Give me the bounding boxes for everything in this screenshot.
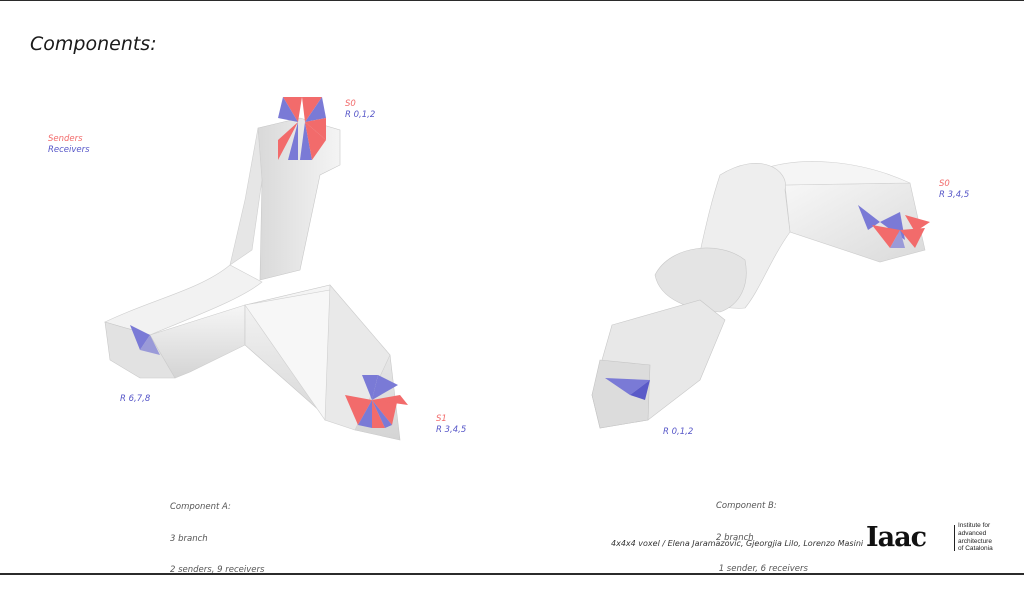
- component-b-right-labels: S0 R 3,4,5: [939, 179, 969, 201]
- component-a-top-receivers: R 0,1,2: [345, 110, 376, 120]
- component-b-left-labels: R 0,1,2: [663, 427, 693, 438]
- component-a-left-connector: [130, 325, 160, 355]
- component-a-top-connector: [278, 97, 326, 160]
- component-a-top-sender: S0: [345, 99, 356, 109]
- top-border: [0, 0, 1024, 1]
- credits: 4x4x4 voxel / Elena Jaramazovic, Gjeorgj…: [611, 539, 864, 548]
- logo-divider: [954, 525, 955, 551]
- legend: Senders Receivers: [48, 134, 90, 156]
- component-a-left-labels: R 6,7,8: [120, 394, 150, 405]
- component-a-left-receivers: R 6,7,8: [120, 394, 151, 404]
- slide-title: Components:: [30, 33, 157, 55]
- logo-text-line: Institute for: [958, 522, 991, 529]
- component-b-caption: Component B: 2 branch 1 sender, 6 receiv…: [716, 480, 808, 596]
- component-a-right-connector: [345, 375, 408, 428]
- component-b-caption-title: Component B:: [716, 501, 777, 511]
- component-a-render: [104, 97, 408, 441]
- logo-text-line: of Catalonia: [958, 545, 993, 553]
- iaac-logo: Iaac Institute for advanced architecture…: [866, 521, 1016, 555]
- logo-text-line: advanced: [958, 529, 987, 537]
- component-a-caption-title: Component A:: [170, 502, 231, 512]
- component-a-caption: Component A: 3 branch 2 senders, 9 recei…: [170, 481, 264, 597]
- component-b-right-connector: [858, 205, 930, 248]
- component-a-caption-branches: 3 branch: [170, 533, 208, 544]
- component-a-top-labels: S0 R 0,1,2: [345, 99, 375, 121]
- slide: Components: Senders Receivers: [0, 0, 1024, 575]
- component-b-right-receivers: R 3,4,5: [939, 190, 970, 200]
- component-b-caption-branches: 2 branch: [716, 532, 754, 543]
- component-a-caption-counts: 2 senders, 9 receivers: [170, 565, 265, 575]
- component-b-caption-counts: 1 sender, 6 receivers: [716, 564, 808, 574]
- component-b-render: [591, 161, 930, 429]
- iaac-logo-text: Institute for advanced architecture of C…: [958, 522, 993, 553]
- legend-receivers: Receivers: [48, 145, 90, 155]
- component-b-left-receivers: R 0,1,2: [663, 427, 694, 437]
- component-a-right-labels: S1 R 3,4,5: [436, 414, 466, 436]
- legend-senders: Senders: [48, 134, 83, 144]
- component-b-right-sender: S0: [939, 179, 950, 189]
- component-a-right-sender: S1: [436, 414, 447, 424]
- iaac-logo-mark: Iaac: [866, 522, 927, 553]
- bottom-border: [0, 573, 1024, 575]
- logo-text-line: architecture: [958, 537, 992, 545]
- component-a-right-receivers: R 3,4,5: [436, 425, 467, 435]
- component-b-left-connector: [605, 378, 650, 400]
